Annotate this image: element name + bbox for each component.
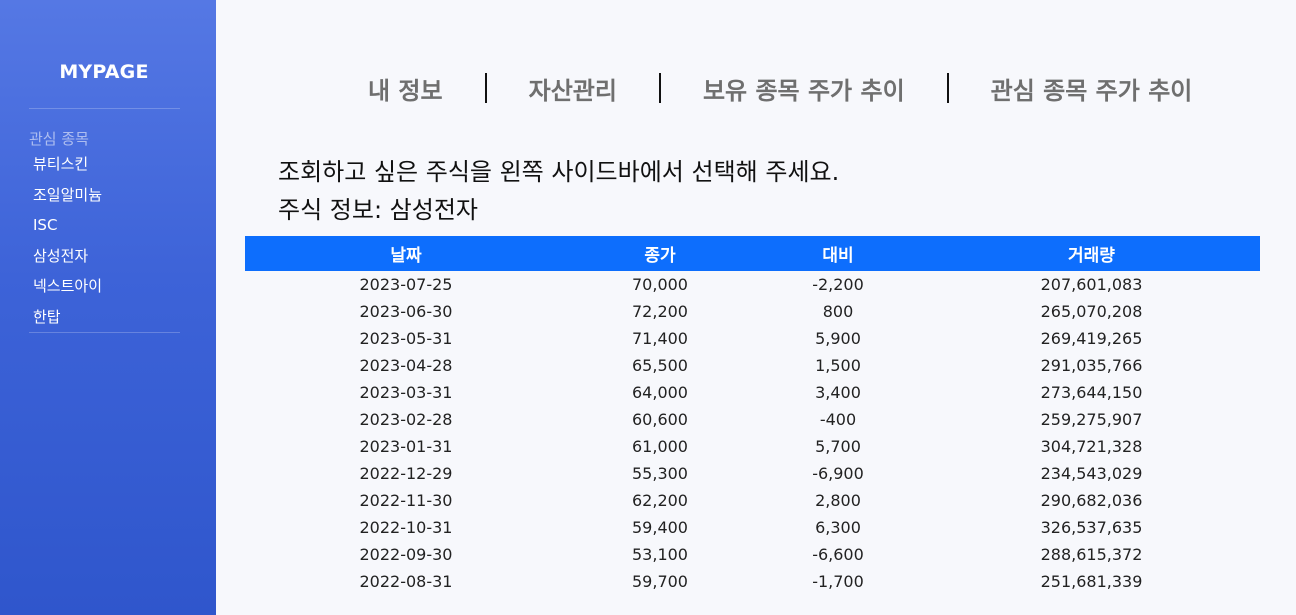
column-header-close: 종가 — [644, 246, 676, 266]
cell-change: 2,800 — [815, 491, 861, 510]
stock-info-title: 주식 정보: 삼성전자 — [278, 196, 478, 224]
cell-close: 53,100 — [632, 545, 688, 564]
cell-change: 6,300 — [815, 518, 861, 537]
cell-close: 59,700 — [632, 572, 688, 591]
cell-close: 62,200 — [632, 491, 688, 510]
cell-change: -1,700 — [812, 572, 864, 591]
price-table: 날짜 종가 대비 거래량 2023-07-25 70,000 -2,200 20… — [245, 236, 1260, 595]
sidebar-item-isc[interactable]: ISC — [33, 216, 58, 235]
watchlist: 뷰티스킨 조일알미늄 ISC 삼성전자 넥스트아이 한탑 — [33, 152, 102, 336]
sidebar-item-beautyskin[interactable]: 뷰티스킨 — [33, 155, 89, 173]
cell-date: 2022-12-29 — [359, 464, 453, 483]
cell-volume: 290,682,036 — [1040, 491, 1143, 510]
cell-volume: 291,035,766 — [1040, 356, 1143, 375]
nav-my-info[interactable]: 내 정보 — [368, 76, 443, 105]
cell-date: 2023-05-31 — [359, 329, 453, 348]
cell-volume: 304,721,328 — [1040, 437, 1143, 456]
cell-close: 60,600 — [632, 410, 688, 429]
cell-date: 2022-08-31 — [359, 572, 453, 591]
brand-title[interactable]: MYPAGE — [59, 61, 149, 83]
cell-close: 55,300 — [632, 464, 688, 483]
table-row: 2022-08-31 59,700 -1,700 251,681,339 — [245, 568, 1260, 595]
nav-asset-management[interactable]: 자산관리 — [528, 76, 617, 105]
sidebar-item-nexteye[interactable]: 넥스트아이 — [33, 277, 103, 296]
cell-date: 2022-09-30 — [359, 545, 453, 564]
cell-volume: 251,681,339 — [1040, 572, 1143, 591]
cell-volume: 326,537,635 — [1040, 518, 1143, 537]
column-header-date: 날짜 — [390, 246, 422, 266]
cell-change: -6,600 — [812, 545, 864, 564]
cell-change: 800 — [822, 302, 854, 321]
column-header-change: 대비 — [822, 246, 854, 266]
table-row: 2023-01-31 61,000 5,700 304,721,328 — [245, 433, 1260, 460]
sidebar-divider-top — [29, 108, 180, 109]
sidebar: MYPAGE 관심 종목 뷰티스킨 조일알미늄 ISC 삼성전자 넥스트아이 한… — [0, 0, 216, 615]
cell-volume: 234,543,029 — [1040, 464, 1143, 483]
cell-date: 2023-03-31 — [359, 383, 453, 402]
table-row: 2022-12-29 55,300 -6,900 234,543,029 — [245, 460, 1260, 487]
table-row: 2022-11-30 62,200 2,800 290,682,036 — [245, 487, 1260, 514]
cell-close: 64,000 — [632, 383, 688, 402]
sidebar-divider-bottom — [29, 332, 180, 333]
table-row: 2023-07-25 70,000 -2,200 207,601,083 — [245, 271, 1260, 298]
nav-separator — [484, 73, 487, 103]
cell-volume: 269,419,265 — [1040, 329, 1143, 348]
sidebar-item-hantop[interactable]: 한탑 — [33, 307, 61, 326]
cell-close: 65,500 — [632, 356, 688, 375]
top-nav: 내 정보 자산관리 보유 종목 주가 추이 관심 종목 주가 추이 — [348, 68, 1268, 108]
cell-change: 5,700 — [815, 437, 861, 456]
nav-holdings-price-trend[interactable]: 보유 종목 주가 추이 — [702, 76, 905, 105]
cell-volume: 259,275,907 — [1040, 410, 1143, 429]
cell-date: 2023-01-31 — [359, 437, 453, 456]
table-row: 2023-02-28 60,600 -400 259,275,907 — [245, 406, 1260, 433]
column-header-volume: 거래량 — [1068, 246, 1115, 266]
nav-separator — [658, 73, 661, 103]
cell-close: 59,400 — [632, 518, 688, 537]
table-header-row: 날짜 종가 대비 거래량 — [245, 236, 1260, 271]
sidebar-item-samsung-electronics[interactable]: 삼성전자 — [33, 246, 89, 265]
table-row: 2022-10-31 59,400 6,300 326,537,635 — [245, 514, 1260, 541]
cell-date: 2023-04-28 — [359, 356, 453, 375]
cell-date: 2022-10-31 — [359, 518, 453, 537]
cell-volume: 288,615,372 — [1040, 545, 1143, 564]
cell-change: 5,900 — [815, 329, 861, 348]
cell-change: 3,400 — [815, 383, 861, 402]
cell-date: 2023-07-25 — [359, 275, 453, 294]
cell-date: 2022-11-30 — [359, 491, 453, 510]
cell-close: 71,400 — [632, 329, 688, 348]
cell-close: 72,200 — [632, 302, 688, 321]
table-row: 2023-05-31 71,400 5,900 269,419,265 — [245, 325, 1260, 352]
cell-change: -2,200 — [812, 275, 864, 294]
table-row: 2023-03-31 64,000 3,400 273,644,150 — [245, 379, 1260, 406]
cell-volume: 207,601,083 — [1040, 275, 1143, 294]
table-row: 2023-04-28 65,500 1,500 291,035,766 — [245, 352, 1260, 379]
nav-watchlist-price-trend[interactable]: 관심 종목 주가 추이 — [990, 76, 1193, 105]
table-row: 2022-09-30 53,100 -6,600 288,615,372 — [245, 541, 1260, 568]
sidebar-section-label: 관심 종목 — [29, 130, 89, 148]
cell-change: -400 — [819, 410, 857, 429]
cell-close: 61,000 — [632, 437, 688, 456]
cell-close: 70,000 — [632, 275, 688, 294]
cell-date: 2023-06-30 — [359, 302, 453, 321]
cell-date: 2023-02-28 — [359, 410, 453, 429]
cell-volume: 273,644,150 — [1040, 383, 1143, 402]
nav-separator — [946, 73, 949, 103]
cell-volume: 265,070,208 — [1040, 302, 1143, 321]
sidebar-item-choil-aluminum[interactable]: 조일알미늄 — [33, 185, 103, 204]
instruction-text: 조회하고 싶은 주식을 왼쪽 사이드바에서 선택해 주세요. — [278, 158, 840, 186]
cell-change: -6,900 — [812, 464, 864, 483]
cell-change: 1,500 — [815, 356, 861, 375]
table-row: 2023-06-30 72,200 800 265,070,208 — [245, 298, 1260, 325]
